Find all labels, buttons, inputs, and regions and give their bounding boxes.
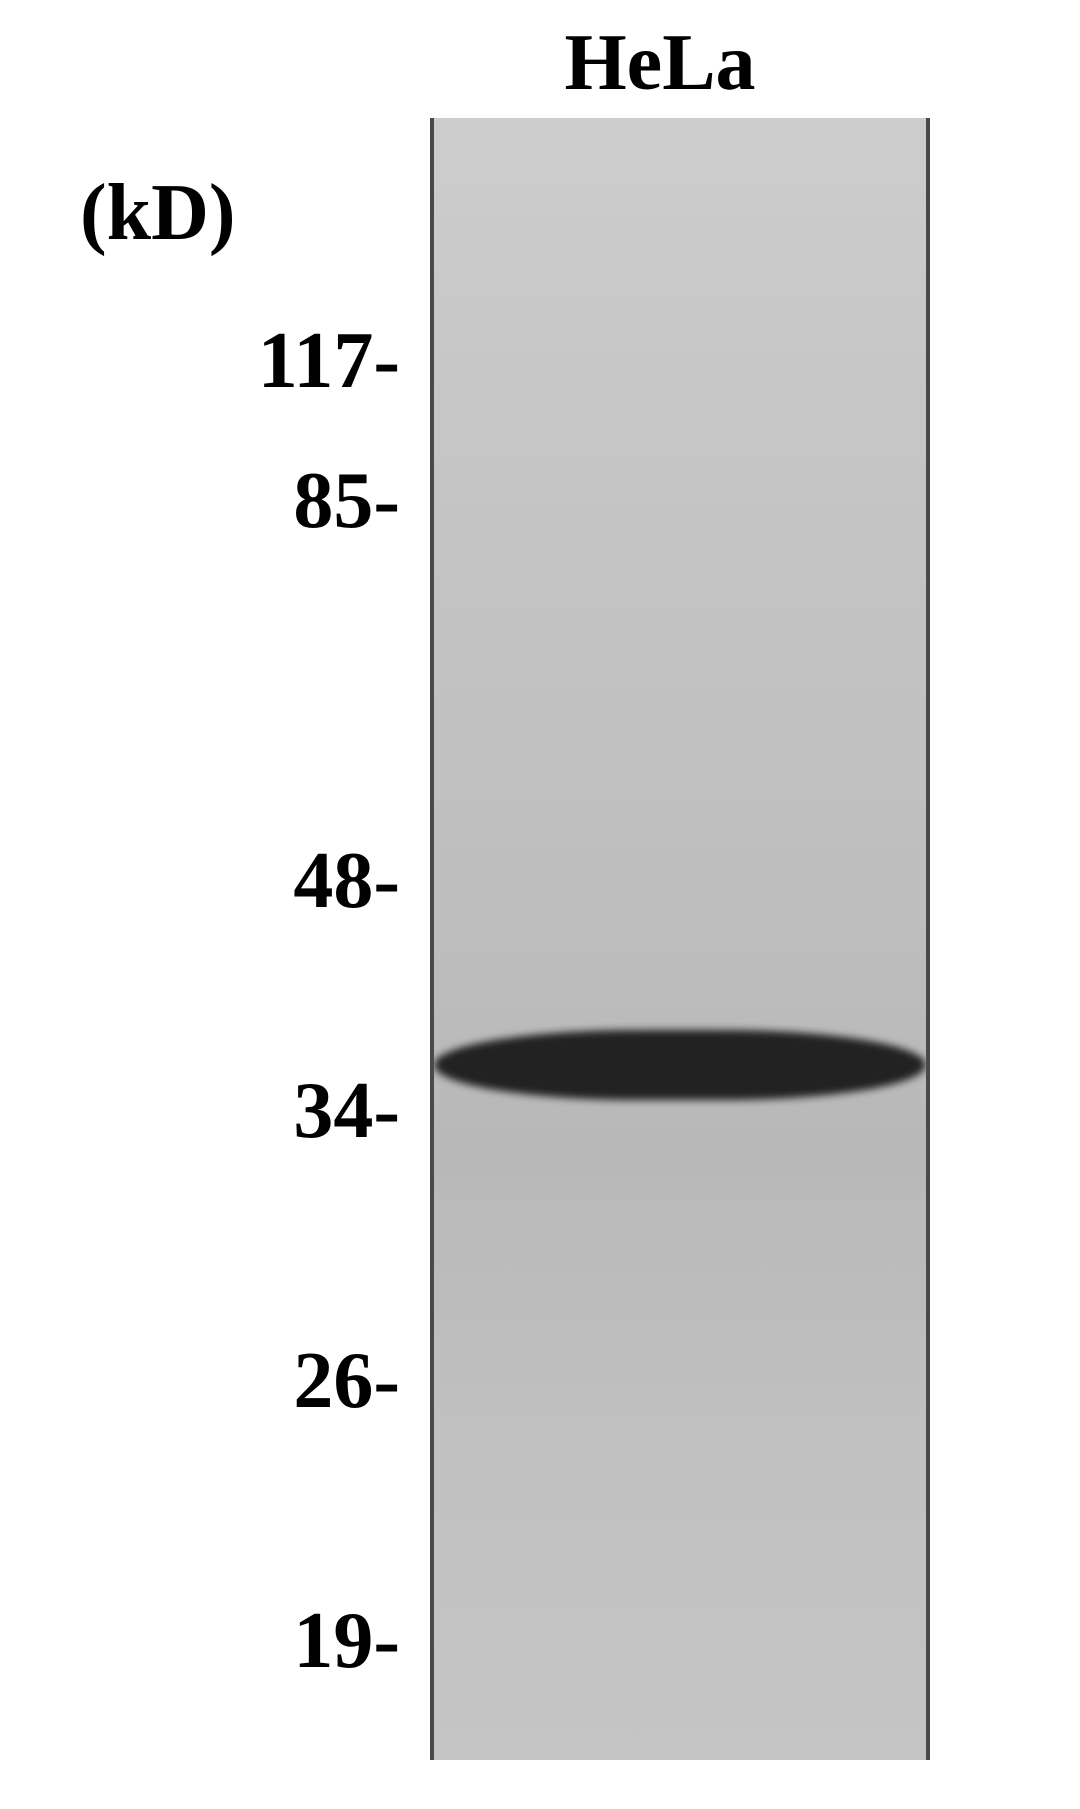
units-label: (kD) [80,168,236,259]
marker-label: 85- [50,456,400,547]
blot-lane [430,118,930,1760]
marker-label: 48- [50,836,400,927]
marker-label: 26- [50,1336,400,1427]
marker-label: 34- [50,1066,400,1157]
western-blot-figure: HeLa (kD) 117- 85- 48- 34- 26- 19- [0,0,1080,1809]
marker-label: 19- [50,1596,400,1687]
marker-label: 117- [50,316,400,407]
lane-title: HeLa [564,18,755,109]
protein-band [434,1030,926,1100]
